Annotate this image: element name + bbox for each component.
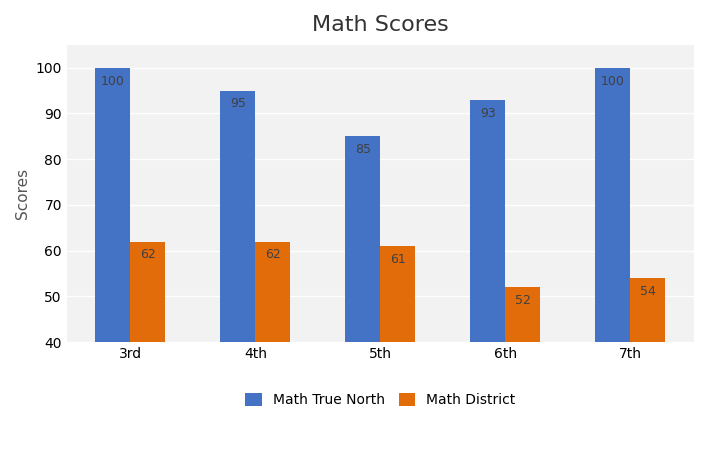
Bar <box>471 100 506 458</box>
Bar <box>506 287 540 458</box>
Text: 52: 52 <box>515 294 531 307</box>
Text: 95: 95 <box>230 98 246 110</box>
Text: 61: 61 <box>390 253 406 266</box>
Bar <box>255 241 291 458</box>
Text: 85: 85 <box>355 143 371 156</box>
Bar <box>630 278 666 458</box>
Title: Math Scores: Math Scores <box>312 15 449 35</box>
Text: 54: 54 <box>640 285 656 298</box>
Bar <box>95 68 130 458</box>
Bar <box>345 136 381 458</box>
Text: 93: 93 <box>480 107 496 120</box>
Text: 62: 62 <box>265 248 281 262</box>
Bar <box>220 91 255 458</box>
Legend: Math True North, Math District: Math True North, Math District <box>240 388 521 413</box>
Text: 100: 100 <box>601 75 625 87</box>
Text: 100: 100 <box>101 75 125 87</box>
Text: 62: 62 <box>140 248 156 262</box>
Bar <box>596 68 630 458</box>
Y-axis label: Scores: Scores <box>15 168 30 219</box>
Bar <box>130 241 165 458</box>
Bar <box>381 246 415 458</box>
